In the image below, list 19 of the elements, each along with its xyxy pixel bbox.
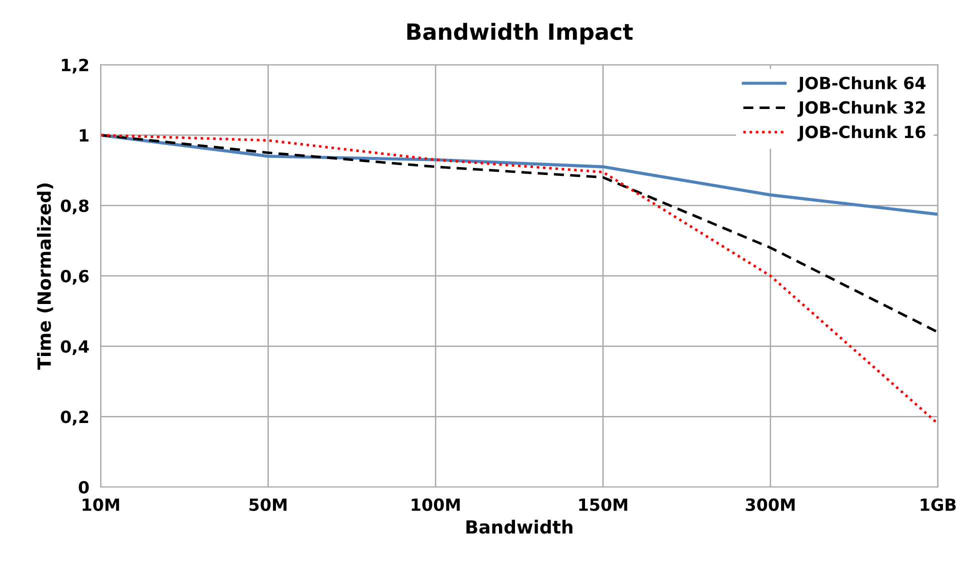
legend-label: JOB-Chunk 16 (797, 125, 926, 142)
legend-label: JOB-Chunk 32 (797, 100, 925, 117)
x-tick-label: 50M (250, 498, 286, 512)
x-tick-label: 10M (82, 498, 120, 512)
x-tick-label: 1GB (920, 498, 956, 512)
x-axis-title: Bandwidth (466, 520, 572, 534)
y-tick-label: 0 (78, 480, 89, 494)
y-tick-label: 1,2 (62, 58, 88, 74)
y-tick-label: 0,2 (60, 410, 88, 426)
y-axis-title: Time (Normalized) (37, 184, 54, 370)
x-tick-label: 100M (412, 498, 460, 512)
chart-title: Bandwidth Impact (407, 22, 633, 44)
y-tick-label: 1 (80, 129, 88, 142)
x-tick-label: 300M (746, 498, 795, 512)
y-tick-label: 0,4 (60, 340, 89, 355)
x-tick-label: 150M (579, 498, 628, 512)
legend-label: JOB-Chunk 64 (797, 76, 926, 92)
y-tick-label: 0,8 (60, 199, 89, 214)
y-tick-label: 0,6 (60, 270, 89, 285)
